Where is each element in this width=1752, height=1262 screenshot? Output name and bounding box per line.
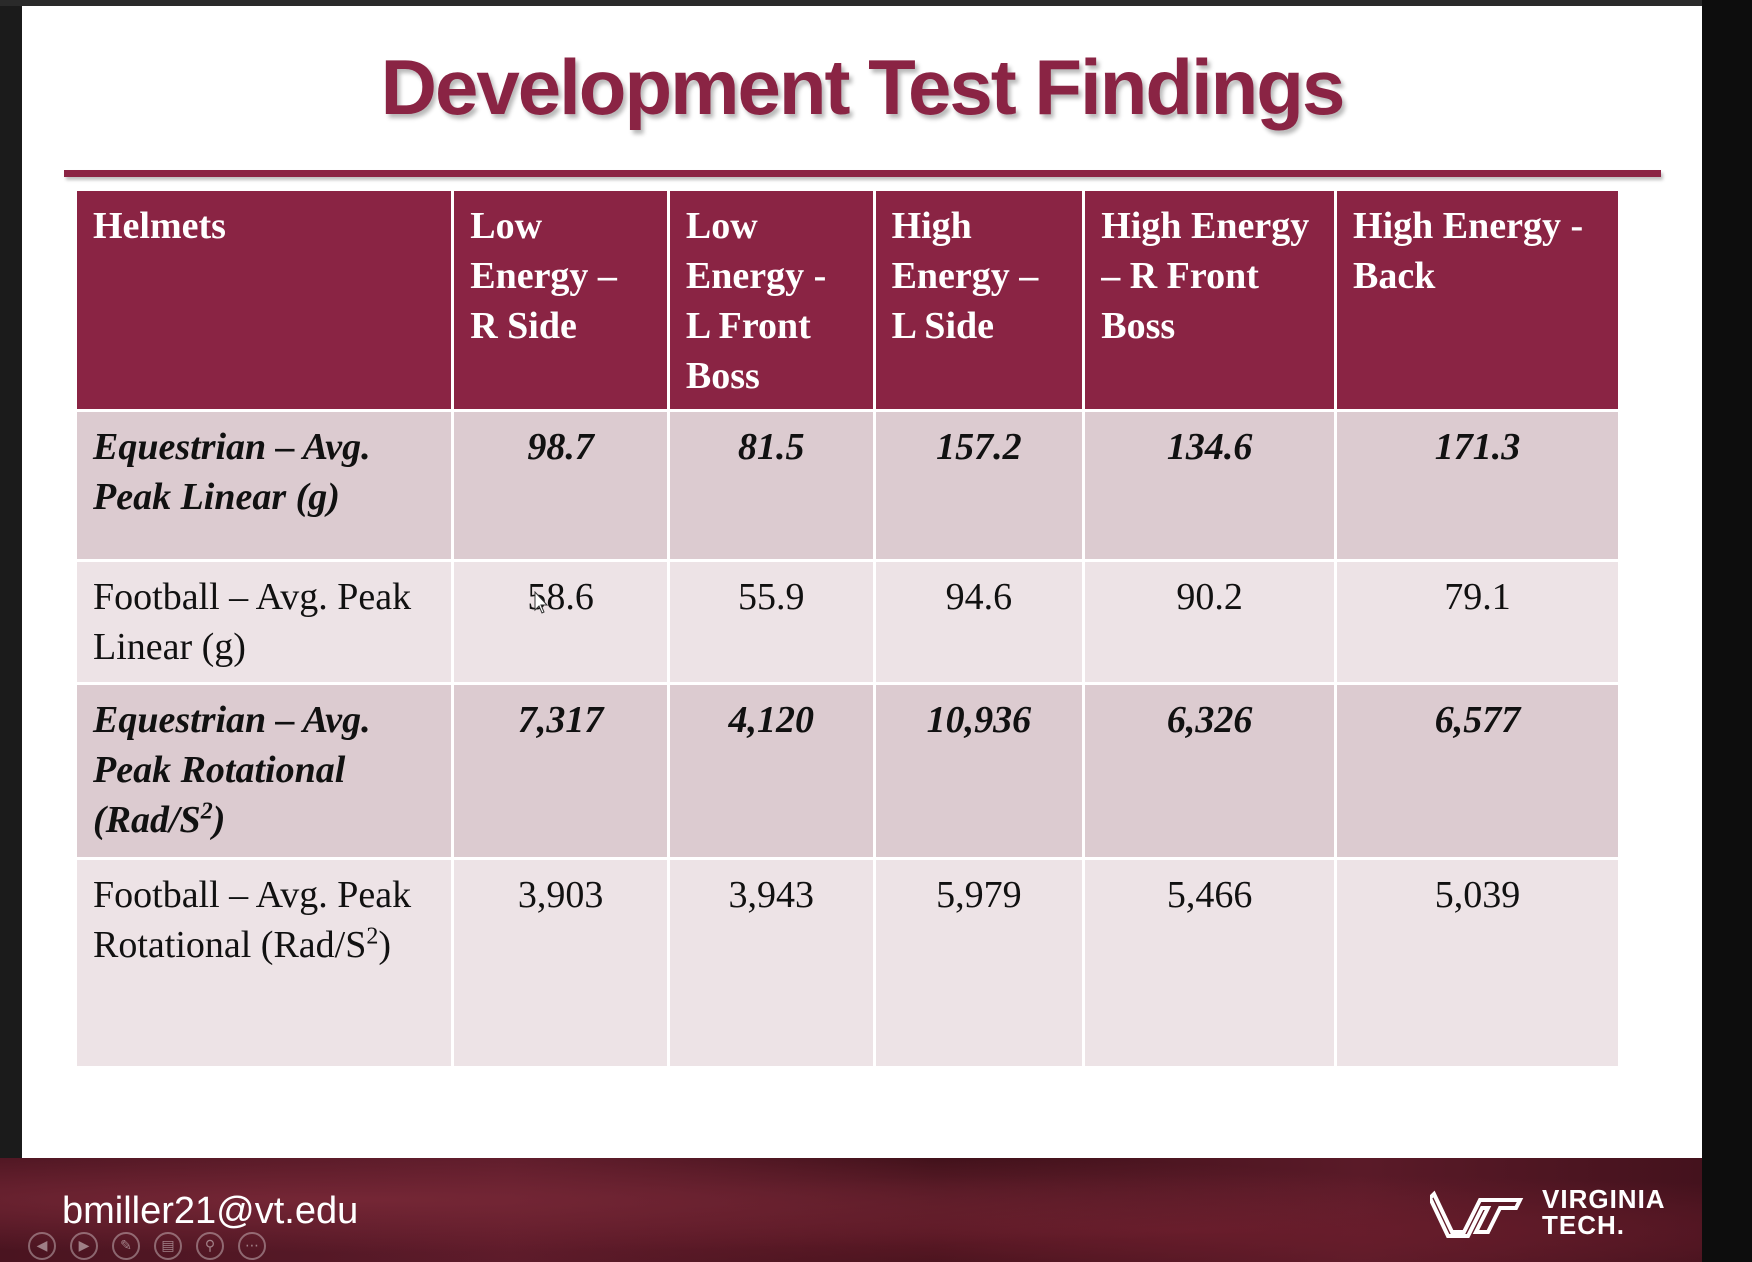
mouse-pointer-icon: [534, 591, 549, 614]
slide-footer: bmiller21@vt.edu VIRGINIA TECH. ◀ ▶ ✎ ▤ …: [0, 1158, 1702, 1262]
header-high-energy-l-side: High Energy – L Side: [875, 191, 1083, 409]
table-cell: 171.3: [1337, 412, 1618, 559]
table-cell: 94.6: [875, 562, 1083, 682]
header-high-energy-r-front-boss: High Energy – R Front Boss: [1085, 191, 1335, 409]
presentation-controls: ◀ ▶ ✎ ▤ ⚲ ⋯: [28, 1232, 266, 1260]
table-cell: 157.2: [875, 412, 1083, 559]
window-right-edge: [1702, 0, 1752, 1262]
title-divider: [64, 170, 1661, 177]
header-high-energy-back: High Energy - Back: [1337, 191, 1618, 409]
table-cell: 79.1: [1337, 562, 1618, 682]
table-cell: 3,943: [669, 860, 873, 1066]
virginia-tech-wordmark: VIRGINIA TECH.: [1542, 1186, 1666, 1238]
row-label-superscript: 2: [366, 923, 379, 950]
row-label-end: ): [378, 924, 392, 966]
table-cell: 55.9: [669, 562, 873, 682]
row-label-superscript: 2: [200, 798, 213, 825]
header-low-energy-l-front-boss: Low Energy - L Front Boss: [669, 191, 873, 409]
row-label-text: Football – Avg. Peak Rotational (Rad/S: [93, 874, 412, 966]
row-label-end: ): [212, 799, 226, 841]
table-cell: 81.5: [669, 412, 873, 559]
table-cell: 10,936: [875, 685, 1083, 857]
table-cell: 6,326: [1085, 685, 1335, 857]
header-helmets: Helmets: [77, 191, 452, 409]
table-cell: 134.6: [1085, 412, 1335, 559]
table-cell: 3,903: [454, 860, 667, 1066]
row-label: Football – Avg. Peak Rotational (Rad/S2): [77, 860, 452, 1066]
table-cell: 5,466: [1085, 860, 1335, 1066]
table-cell: 7,317: [454, 685, 667, 857]
table-row: Football – Avg. Peak Linear (g) 58.6 55.…: [77, 562, 1618, 682]
table-row: Equestrian – Avg. Peak Linear (g) 98.7 8…: [77, 412, 1618, 559]
zoom-icon[interactable]: ⚲: [196, 1232, 224, 1260]
pen-icon[interactable]: ✎: [112, 1232, 140, 1260]
table-cell: 4,120: [669, 685, 873, 857]
table-row: Football – Avg. Peak Rotational (Rad/S2)…: [77, 860, 1618, 1066]
table-cell: 98.7: [454, 412, 667, 559]
window-top-edge: [0, 0, 1752, 6]
table-cell: 90.2: [1085, 562, 1335, 682]
wordmark-line-2: TECH.: [1542, 1210, 1625, 1240]
findings-table: Helmets Low Energy – R Side Low Energy -…: [74, 188, 1621, 1069]
slide: Development Test Findings Helmets Low En…: [22, 6, 1702, 1162]
table-row: Equestrian – Avg. Peak Rotational (Rad/S…: [77, 685, 1618, 857]
more-icon[interactable]: ⋯: [238, 1232, 266, 1260]
table-cell: 58.6: [454, 562, 667, 682]
slides-icon[interactable]: ▤: [154, 1232, 182, 1260]
slide-title: Development Test Findings: [380, 43, 1346, 131]
next-icon[interactable]: ▶: [70, 1232, 98, 1260]
virginia-tech-logo-icon: [1430, 1190, 1524, 1238]
wordmark-line-1: VIRGINIA: [1542, 1184, 1666, 1214]
header-row: Helmets Low Energy – R Side Low Energy -…: [77, 191, 1618, 409]
table-cell: 5,039: [1337, 860, 1618, 1066]
header-low-energy-r-side: Low Energy – R Side: [454, 191, 667, 409]
row-label-text: Equestrian – Avg. Peak Rotational (Rad/S: [93, 699, 371, 841]
row-label: Equestrian – Avg. Peak Rotational (Rad/S…: [77, 685, 452, 857]
previous-icon[interactable]: ◀: [28, 1232, 56, 1260]
table-cell: 5,979: [875, 860, 1083, 1066]
row-label: Football – Avg. Peak Linear (g): [77, 562, 452, 682]
contact-email: bmiller21@vt.edu: [62, 1190, 359, 1232]
table-cell: 6,577: [1337, 685, 1618, 857]
row-label: Equestrian – Avg. Peak Linear (g): [77, 412, 452, 559]
